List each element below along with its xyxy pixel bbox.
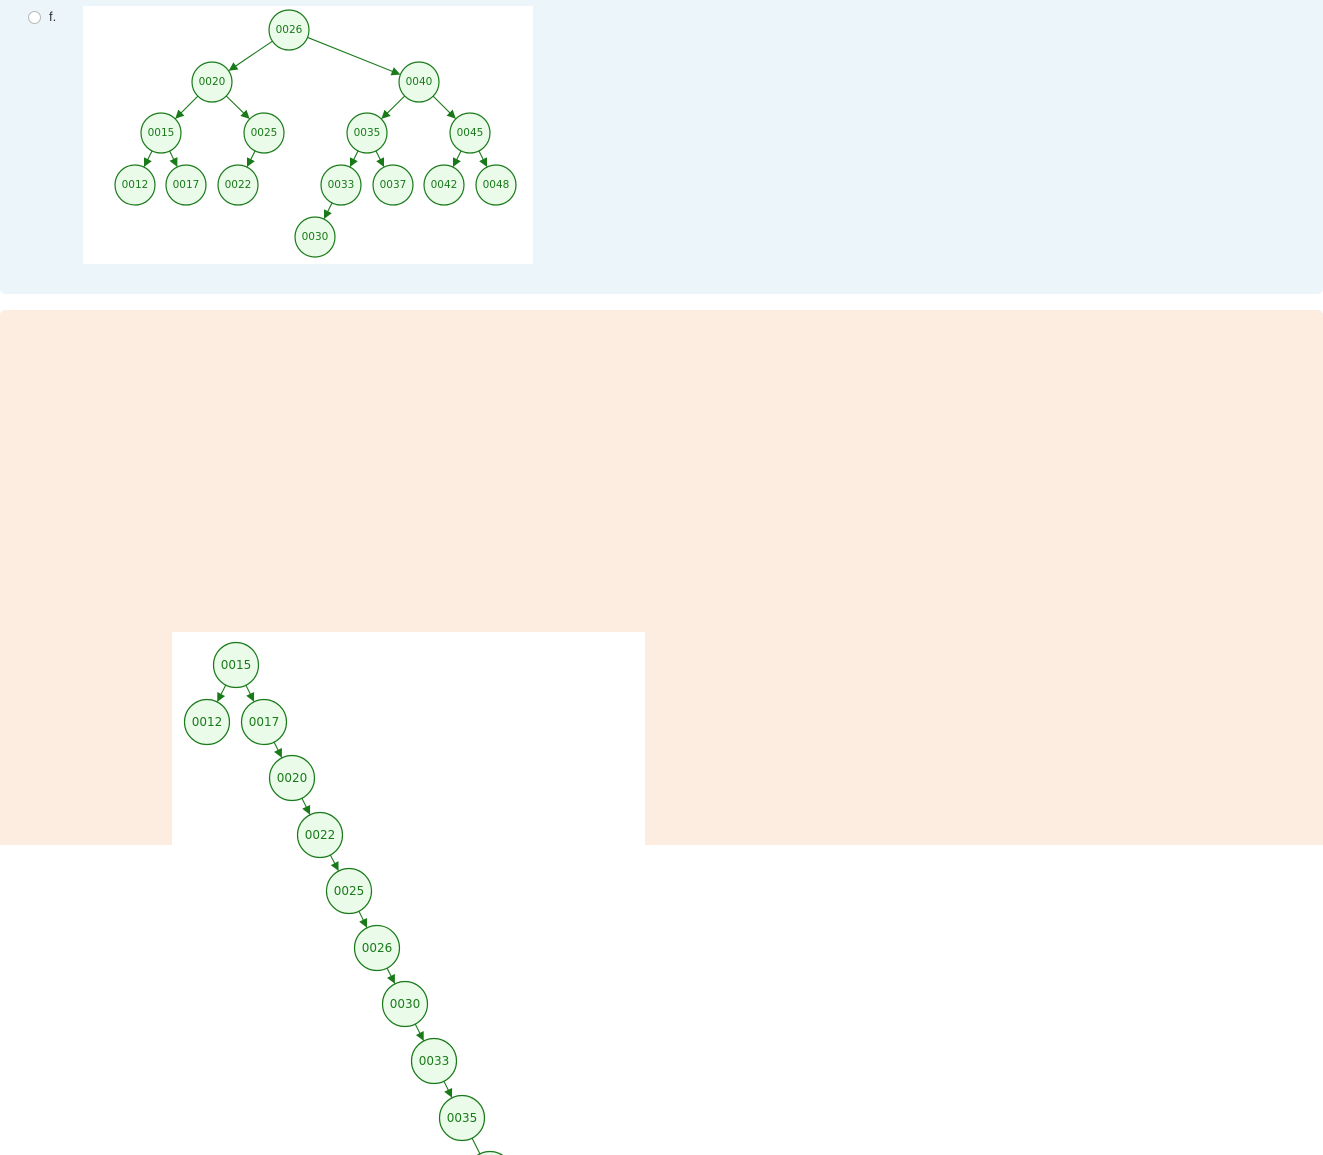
tree-node-0017: 0017 xyxy=(242,700,287,745)
tree-node-label: 0026 xyxy=(362,941,393,955)
tree-node-0020: 0020 xyxy=(270,756,315,801)
tree-node-0026: 0026 xyxy=(355,926,400,971)
tree-node-label: 0017 xyxy=(173,179,200,191)
tree-edge-0020-0015 xyxy=(176,96,198,118)
tree-edge-0026-0040 xyxy=(308,37,400,74)
tree-node-0035: 0035 xyxy=(440,1096,485,1141)
tree-node-0026: 0026 xyxy=(269,10,309,50)
tree-node-partial xyxy=(468,1152,513,1155)
tree-node-0012: 0012 xyxy=(185,700,230,745)
tree-edge-0030-0033 xyxy=(415,1024,423,1040)
tree-node-0048: 0048 xyxy=(476,165,516,205)
tree-edge-0020-0022 xyxy=(302,798,310,814)
option-f-label: f. xyxy=(49,9,56,24)
option-f-radio[interactable] xyxy=(28,11,41,24)
tree-edge-0026-0030 xyxy=(387,968,394,983)
tree-node-0015: 0015 xyxy=(214,643,259,688)
tree-node-0045: 0045 xyxy=(450,113,490,153)
tree-edge-0025-0026 xyxy=(359,911,367,927)
tree-node-label: 0012 xyxy=(122,179,149,191)
tree-node-label: 0030 xyxy=(390,997,421,1011)
tree-node-label: 0020 xyxy=(277,771,308,785)
tree-node-0017: 0017 xyxy=(166,165,206,205)
tree-node-label: 0015 xyxy=(148,127,175,139)
tree-node-0012: 0012 xyxy=(115,165,155,205)
tree-node-label: 0012 xyxy=(192,715,223,729)
tree-edge-0033-0030 xyxy=(324,203,332,218)
tree-node-label: 0035 xyxy=(447,1111,478,1125)
tree-node-0030: 0030 xyxy=(295,217,335,257)
tree-node-label: 0048 xyxy=(483,179,510,191)
tree-edge-0022-0025 xyxy=(330,855,338,870)
next-option-tree-diagram: 0015 0012 0017 0020 0022 0025 0026 0030 0033 0035 xyxy=(172,632,645,1155)
tree-edge-0026-0020 xyxy=(229,41,272,70)
tree-edge-0045-0042 xyxy=(453,151,461,166)
tree-node-label: 0045 xyxy=(457,127,484,139)
option-f-tree-image: 0026 0020 0040 0015 0025 0035 0045 0012 0017 0022… xyxy=(83,6,533,264)
tree-edge-0020-0025 xyxy=(226,96,249,118)
tree-node-0033: 0033 xyxy=(321,165,361,205)
tree-node-label: 0017 xyxy=(249,715,280,729)
tree-edge-0025-0022 xyxy=(247,151,255,166)
tree-node-label: 0025 xyxy=(251,127,278,139)
tree-node-label: 0025 xyxy=(334,884,365,898)
tree-node-label: 0026 xyxy=(276,24,303,36)
tree-edge-0033-0035 xyxy=(444,1081,452,1097)
tree-edge-0040-0035 xyxy=(382,96,405,118)
tree-edge-0040-0045 xyxy=(433,96,455,118)
tree-edge-0017-0020 xyxy=(274,742,281,757)
next-option-tree-image: 0015 0012 0017 0020 0022 0025 0026 0030 0033 0035 xyxy=(172,632,645,1155)
tree-node-label: 0022 xyxy=(225,179,252,191)
tree-node-0022: 0022 xyxy=(298,813,343,858)
tree-node-label: 0020 xyxy=(199,76,226,88)
tree-node-0025: 0025 xyxy=(244,113,284,153)
tree-node-label: 0042 xyxy=(431,179,458,191)
tree-node-0030: 0030 xyxy=(383,982,428,1027)
tree-node-label: 0033 xyxy=(328,179,355,191)
tree-node-label: 0033 xyxy=(419,1054,450,1068)
tree-node-0035: 0035 xyxy=(347,113,387,153)
tree-node-0022: 0022 xyxy=(218,165,258,205)
tree-edge-0015-0017 xyxy=(246,685,254,701)
tree-node-0020: 0020 xyxy=(192,62,232,102)
tree-node-0015: 0015 xyxy=(141,113,181,153)
option-f-tree-diagram: 0026 0020 0040 0015 0025 0035 0045 0012 0017 0022… xyxy=(83,6,533,264)
tree-edge-0015-0017 xyxy=(170,151,177,166)
tree-node-label: 0015 xyxy=(221,658,252,672)
tree-edge-0035-0033 xyxy=(350,151,358,166)
tree-node-label: 0022 xyxy=(305,828,336,842)
tree-edge-0015-0012 xyxy=(144,151,152,166)
tree-node-0040: 0040 xyxy=(399,62,439,102)
tree-node-label: 0037 xyxy=(380,179,407,191)
tree-node-label: 0030 xyxy=(302,231,329,243)
tree-edge-0045-0048 xyxy=(479,151,487,166)
tree-node-0037: 0037 xyxy=(373,165,413,205)
tree-node-label: 0035 xyxy=(354,127,381,139)
tree-edge-0035-0037 xyxy=(376,151,384,166)
tree-edge-0015-0012 xyxy=(218,685,226,701)
tree-node-0042: 0042 xyxy=(424,165,464,205)
tree-node-label: 0040 xyxy=(406,76,433,88)
tree-node-0025: 0025 xyxy=(327,869,372,914)
tree-node-0033: 0033 xyxy=(412,1039,457,1084)
